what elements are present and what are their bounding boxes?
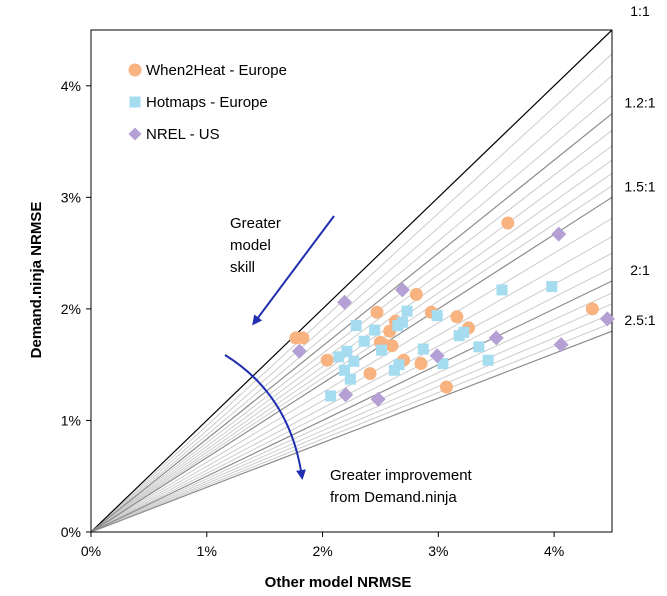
- ratio-label: 2.5:1: [624, 312, 655, 328]
- square-point: [339, 364, 351, 376]
- minor-ratio-line: [91, 292, 612, 532]
- diamond-point: [337, 294, 353, 310]
- square-point: [417, 343, 429, 355]
- square-point: [496, 284, 508, 296]
- ratio-line-1-1: [91, 30, 612, 532]
- square-point: [344, 373, 356, 385]
- minor-ratio-line: [91, 313, 612, 532]
- y-axis-ticks: 0% 1% 2% 3% 4%: [61, 78, 91, 540]
- circle-point: [450, 310, 464, 324]
- minor-ratio-line: [91, 53, 612, 532]
- legend-marker-circle: [128, 63, 142, 77]
- y-tick-label: 0%: [61, 524, 81, 540]
- ratio-label: 1.2:1: [624, 95, 655, 111]
- annotation-model-skill-line3: skill: [230, 259, 255, 276]
- circle-point: [439, 380, 453, 394]
- square-point: [546, 281, 558, 293]
- diamond-point: [394, 282, 410, 298]
- y-tick-label: 2%: [61, 301, 81, 317]
- minor-ratio-line: [91, 267, 612, 532]
- x-axis-ticks: 0% 1% 2% 3% 4%: [81, 532, 564, 559]
- circle-point: [409, 287, 423, 301]
- x-tick-label: 0%: [81, 543, 101, 559]
- x-axis-title: Other model NRMSE: [265, 574, 412, 591]
- ratio-label: 1:1: [630, 3, 650, 19]
- minor-ratio-line: [91, 75, 612, 532]
- legend-label: When2Heat - Europe: [146, 62, 287, 79]
- ratio-label: 1.5:1: [624, 178, 655, 194]
- diamond-point: [551, 226, 567, 242]
- square-point: [325, 390, 337, 402]
- annotation-model-skill: Greater model skill: [230, 215, 335, 326]
- circle-point: [320, 353, 334, 367]
- square-point: [401, 305, 413, 317]
- square-point: [350, 320, 362, 332]
- annotation-improvement: Greater improvement from Demand.ninja: [224, 354, 473, 506]
- data-points: [289, 216, 615, 407]
- square-point: [458, 326, 470, 338]
- x-tick-label: 3%: [428, 543, 448, 559]
- diamond-point: [488, 330, 504, 346]
- legend-marker-square: [129, 96, 141, 108]
- y-axis-title: Demand.ninja NRMSE: [28, 202, 45, 359]
- legend-label: NREL - US: [146, 126, 220, 143]
- x-tick-label: 1%: [197, 543, 217, 559]
- square-point: [388, 364, 400, 376]
- x-tick-label: 4%: [544, 543, 564, 559]
- minor-ratio-line: [91, 322, 612, 532]
- circle-point: [501, 216, 515, 230]
- y-tick-label: 4%: [61, 78, 81, 94]
- square-point: [437, 358, 449, 370]
- diamond-point: [429, 348, 445, 364]
- annotation-improvement-line1: Greater improvement: [330, 467, 473, 484]
- y-tick-label: 3%: [61, 189, 81, 205]
- ratio-label: 2:1: [630, 262, 650, 278]
- diamond-point: [338, 387, 354, 403]
- x-tick-label: 2%: [312, 543, 332, 559]
- diamond-point: [370, 391, 386, 407]
- ratio-line-2-5-1: [91, 330, 612, 532]
- y-tick-label: 1%: [61, 412, 81, 428]
- square-point: [333, 351, 345, 363]
- square-point: [393, 359, 405, 371]
- legend: When2Heat - Europe Hotmaps - Europe NREL -…: [128, 62, 287, 143]
- minor-ratio-line: [91, 130, 612, 532]
- legend-label: Hotmaps - Europe: [146, 94, 268, 111]
- square-point: [482, 354, 494, 366]
- annotation-model-skill-line1: Greater: [230, 215, 281, 232]
- ratio-labels: 1:1 1.2:1 1.5:1 2:1 2.5:1: [624, 3, 655, 328]
- square-point: [369, 324, 381, 336]
- circle-point: [296, 331, 310, 345]
- diamond-point: [291, 343, 307, 359]
- circle-point: [370, 305, 384, 319]
- square-point: [473, 341, 485, 353]
- square-point: [376, 344, 388, 356]
- minor-ratio-line: [91, 303, 612, 532]
- square-point: [396, 316, 408, 328]
- circle-point: [414, 357, 428, 371]
- square-point: [348, 355, 360, 367]
- annotation-improvement-line2: from Demand.ninja: [330, 489, 457, 506]
- annotation-model-skill-arrow: [252, 215, 335, 326]
- annotation-improvement-arrow: [224, 354, 306, 480]
- square-point: [341, 345, 353, 357]
- minor-ratio-line: [91, 95, 612, 532]
- legend-marker-diamond: [128, 127, 142, 141]
- circle-point: [585, 302, 599, 316]
- square-point: [431, 310, 443, 322]
- ratio-line-2-1: [91, 280, 612, 532]
- annotation-model-skill-line2: model: [230, 237, 271, 254]
- plot-frame: [90, 29, 613, 533]
- square-point: [358, 335, 370, 347]
- minor-ratio-line: [91, 252, 612, 532]
- diamond-point: [599, 311, 615, 327]
- minor-ratio-line: [91, 145, 612, 532]
- circle-point: [385, 339, 399, 353]
- diamond-point: [553, 337, 569, 353]
- circle-point: [363, 367, 377, 381]
